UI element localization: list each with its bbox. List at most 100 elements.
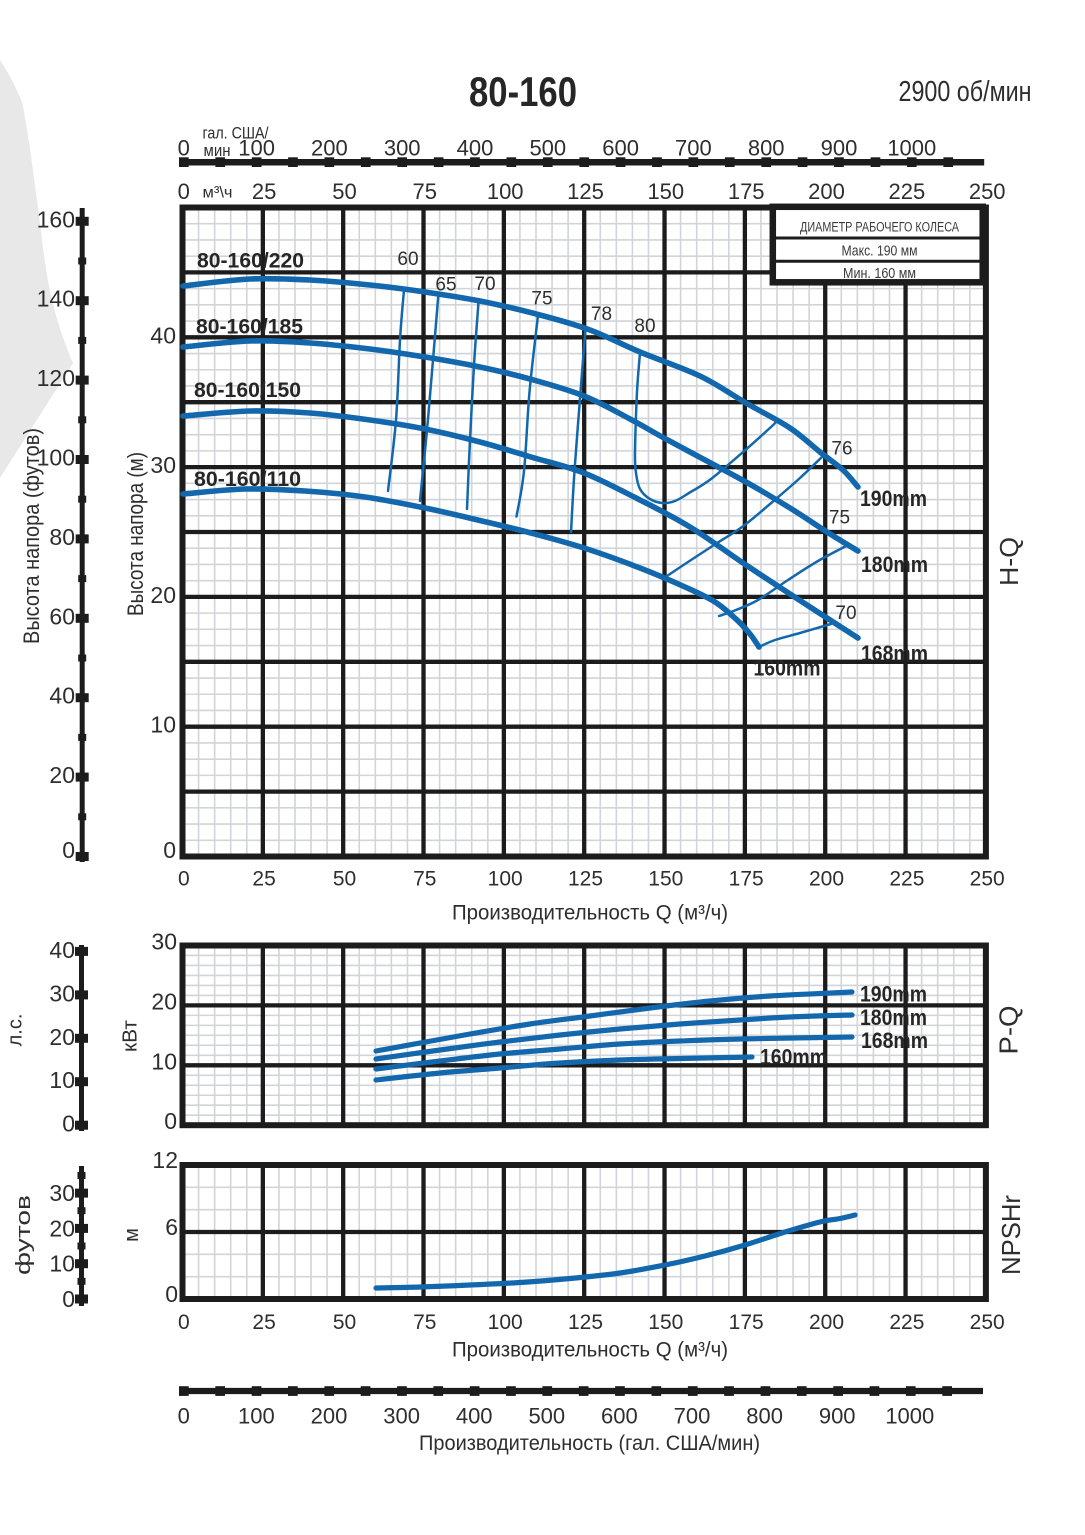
svg-text:168mm: 168mm xyxy=(861,1028,928,1053)
svg-text:150: 150 xyxy=(647,179,684,204)
svg-text:250: 250 xyxy=(969,179,1006,204)
svg-text:10: 10 xyxy=(49,1067,75,1093)
svg-text:0: 0 xyxy=(163,837,176,863)
svg-text:250: 250 xyxy=(970,1311,1005,1334)
svg-text:100: 100 xyxy=(37,445,75,471)
svg-text:0: 0 xyxy=(178,136,190,161)
svg-text:168mm: 168mm xyxy=(861,641,928,666)
svg-text:0: 0 xyxy=(178,868,190,891)
svg-text:кВт: кВт xyxy=(120,1020,142,1052)
svg-text:10: 10 xyxy=(151,1048,177,1074)
svg-text:40: 40 xyxy=(150,322,176,348)
svg-text:225: 225 xyxy=(889,179,926,204)
svg-text:75: 75 xyxy=(413,179,437,204)
svg-text:Высота напора (м): Высота напора (м) xyxy=(123,452,148,616)
svg-text:6: 6 xyxy=(165,1214,178,1240)
svg-text:70: 70 xyxy=(474,274,495,295)
svg-text:Производительность Q (м³/ч): Производительность Q (м³/ч) xyxy=(452,1339,728,1362)
svg-text:175: 175 xyxy=(728,179,765,204)
svg-text:12: 12 xyxy=(152,1147,178,1173)
svg-text:65: 65 xyxy=(435,275,456,296)
svg-text:25: 25 xyxy=(252,868,275,891)
svg-text:76: 76 xyxy=(831,439,852,460)
svg-text:200: 200 xyxy=(311,136,348,161)
svg-text:1000: 1000 xyxy=(887,136,936,161)
svg-text:40: 40 xyxy=(49,937,75,963)
svg-text:75: 75 xyxy=(829,508,850,529)
svg-text:400: 400 xyxy=(457,136,494,161)
svg-text:100: 100 xyxy=(488,1311,523,1334)
svg-text:900: 900 xyxy=(821,136,858,161)
svg-text:100: 100 xyxy=(488,868,523,891)
svg-text:80-160: 80-160 xyxy=(469,68,577,115)
svg-text:30: 30 xyxy=(49,1180,75,1206)
svg-text:Высота напора (футов): Высота напора (футов) xyxy=(19,428,44,644)
svg-text:200: 200 xyxy=(809,868,844,891)
svg-text:NPSHr: NPSHr xyxy=(996,1195,1026,1275)
svg-text:футов: футов xyxy=(13,1195,35,1275)
svg-text:800: 800 xyxy=(748,136,785,161)
svg-text:75: 75 xyxy=(413,868,436,891)
svg-text:80: 80 xyxy=(49,524,75,550)
svg-text:300: 300 xyxy=(383,1404,420,1429)
svg-text:20: 20 xyxy=(49,762,75,788)
svg-text:Производительность (гал. США/м: Производительность (гал. США/мин) xyxy=(419,1432,760,1455)
svg-text:0: 0 xyxy=(164,1108,177,1134)
svg-text:м: м xyxy=(121,1228,143,1242)
svg-text:P-Q: P-Q xyxy=(994,1006,1024,1055)
svg-text:Макс. 190 мм: Макс. 190 мм xyxy=(842,243,918,259)
svg-text:190mm: 190mm xyxy=(860,486,927,511)
svg-text:ДИАМЕТР РАБОЧЕГО КОЛЕСА: ДИАМЕТР РАБОЧЕГО КОЛЕСА xyxy=(800,220,959,235)
svg-text:78: 78 xyxy=(591,304,612,325)
svg-text:60: 60 xyxy=(49,603,75,629)
svg-text:Мин. 160 мм: Мин. 160 мм xyxy=(843,266,916,282)
svg-text:80-160/150: 80-160/150 xyxy=(194,379,301,402)
svg-text:300: 300 xyxy=(384,136,421,161)
svg-text:75: 75 xyxy=(413,1311,436,1334)
svg-text:2900 об/мин: 2900 об/мин xyxy=(899,76,1032,108)
svg-text:225: 225 xyxy=(889,868,924,891)
svg-text:180mm: 180mm xyxy=(860,1005,927,1030)
svg-text:200: 200 xyxy=(808,179,845,204)
svg-text:0: 0 xyxy=(62,1286,75,1312)
svg-text:20: 20 xyxy=(49,1215,75,1241)
svg-text:Производительность Q (м³/ч): Производительность Q (м³/ч) xyxy=(452,902,728,925)
svg-text:150: 150 xyxy=(648,868,683,891)
svg-text:120: 120 xyxy=(37,365,75,391)
svg-text:80-160/110: 80-160/110 xyxy=(194,468,301,491)
svg-text:175: 175 xyxy=(729,1311,764,1334)
svg-text:0: 0 xyxy=(62,1111,75,1137)
svg-text:400: 400 xyxy=(456,1404,493,1429)
svg-text:25: 25 xyxy=(252,179,276,204)
svg-text:800: 800 xyxy=(746,1404,783,1429)
svg-text:225: 225 xyxy=(889,1311,924,1334)
svg-text:700: 700 xyxy=(674,1404,711,1429)
svg-text:50: 50 xyxy=(333,1311,356,1334)
svg-text:10: 10 xyxy=(150,712,176,738)
svg-text:175: 175 xyxy=(729,868,764,891)
svg-text:200: 200 xyxy=(809,1311,844,1334)
svg-text:м³\ч: м³\ч xyxy=(203,185,233,202)
svg-text:25: 25 xyxy=(252,1311,275,1334)
svg-text:H-Q: H-Q xyxy=(994,537,1024,586)
svg-text:20: 20 xyxy=(151,988,177,1014)
svg-text:30: 30 xyxy=(150,452,176,478)
svg-text:140: 140 xyxy=(37,286,75,312)
svg-text:60: 60 xyxy=(397,249,418,270)
svg-text:150: 150 xyxy=(648,1311,683,1334)
svg-text:1000: 1000 xyxy=(885,1404,934,1429)
svg-text:0: 0 xyxy=(178,1404,190,1429)
svg-text:30: 30 xyxy=(49,980,75,1006)
svg-text:900: 900 xyxy=(819,1404,856,1429)
svg-text:200: 200 xyxy=(311,1404,348,1429)
svg-text:0: 0 xyxy=(165,1281,178,1307)
svg-text:10: 10 xyxy=(49,1251,75,1277)
svg-text:500: 500 xyxy=(529,136,566,161)
svg-text:250: 250 xyxy=(970,868,1005,891)
svg-text:0: 0 xyxy=(178,179,190,204)
svg-text:мин: мин xyxy=(204,141,231,160)
svg-text:40: 40 xyxy=(49,683,75,709)
svg-text:190mm: 190mm xyxy=(860,982,927,1007)
svg-text:180mm: 180mm xyxy=(861,552,928,577)
svg-text:600: 600 xyxy=(601,1404,638,1429)
